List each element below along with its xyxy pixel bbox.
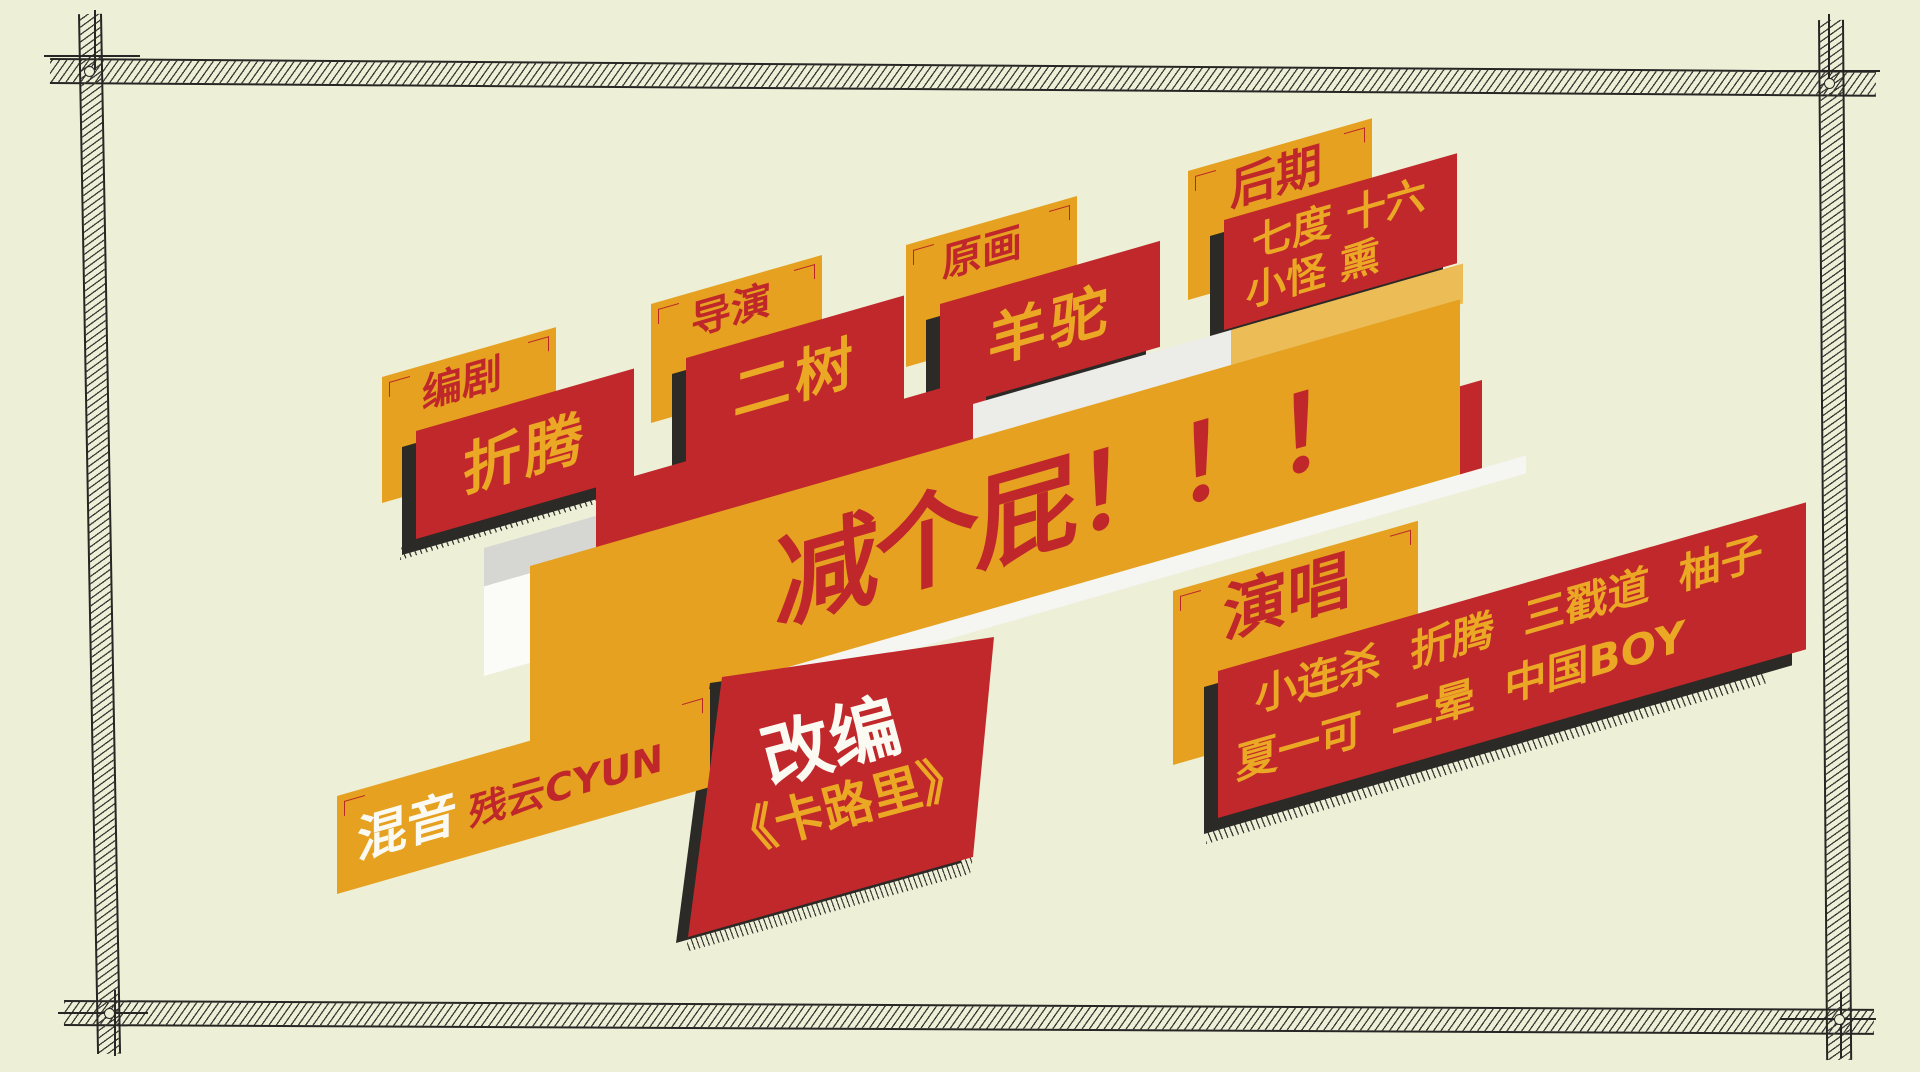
frame-corner-ring bbox=[1824, 78, 1835, 89]
frame-corner-ring bbox=[1834, 1014, 1845, 1025]
vocals-role-label: 演唱 bbox=[1223, 542, 1351, 654]
frame-sketch-line bbox=[94, 10, 96, 70]
frame-sketch-line bbox=[1780, 1018, 1876, 1020]
screenwriter-role-label: 编剧 bbox=[422, 349, 502, 419]
mixing-name: 残云CYUN bbox=[469, 735, 664, 836]
frame-sketch-line bbox=[58, 1012, 148, 1014]
frame-sketch-line bbox=[44, 55, 140, 57]
frame-sketch-line bbox=[114, 990, 116, 1056]
vocals-name-card: 小连杀 折腾 三戳道 柚子 夏一可 二晕 中国BOY bbox=[1218, 502, 1806, 818]
frame-corner-ring bbox=[104, 1008, 115, 1019]
key-animation-role-label: 原画 bbox=[942, 218, 1022, 288]
frame-left-band bbox=[78, 13, 122, 1055]
mixing-role-label: 混音 bbox=[357, 783, 457, 871]
frame-corner-ring bbox=[84, 66, 95, 77]
frame-sketch-line bbox=[1770, 70, 1880, 72]
frame-right-band bbox=[1818, 19, 1853, 1061]
frame-sketch-line bbox=[1828, 14, 1830, 84]
frame-top-band bbox=[49, 58, 1877, 97]
mixing-card: 混音 残云CYUN bbox=[337, 689, 710, 894]
frame-bottom-band bbox=[63, 1000, 1875, 1035]
director-role-label: 导演 bbox=[691, 276, 771, 346]
frame-sketch-line bbox=[1840, 992, 1842, 1058]
